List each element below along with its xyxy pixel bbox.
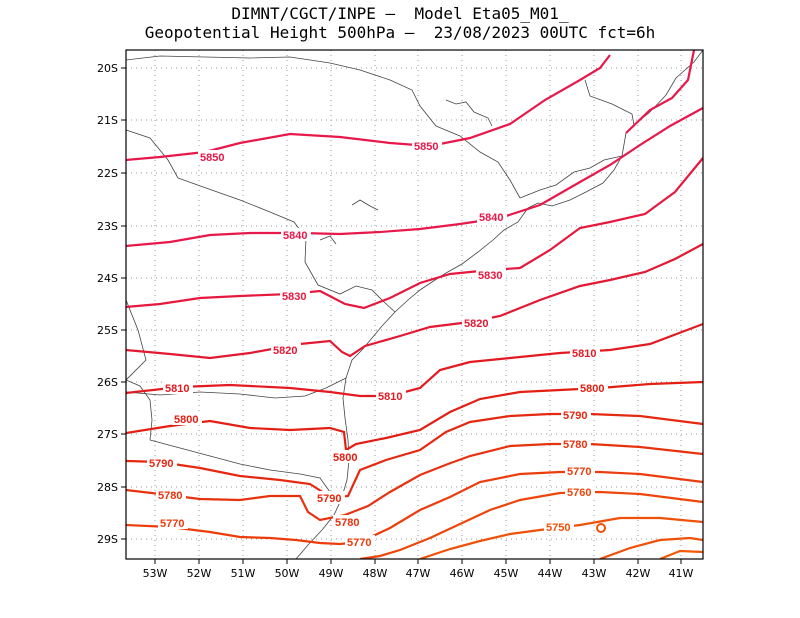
- lon-labels: 53W 52W 51W 50W 49W 48W 47W 46W 45W 44W …: [143, 567, 694, 580]
- lon-label-51w: 51W: [231, 567, 256, 580]
- coastline-and-borders: [126, 50, 703, 559]
- contour-low-center: [596, 523, 606, 533]
- state-border-mg-es: [584, 79, 635, 126]
- lat-label-24s: 24S: [97, 272, 118, 285]
- lat-label-27s: 27S: [97, 428, 118, 441]
- contour-label-5780-c: 5780: [563, 439, 587, 451]
- contour-label-5770: 5770: [160, 518, 184, 530]
- tick-marks: [121, 67, 682, 564]
- contour-label-5800-b: 5800: [333, 452, 357, 464]
- lon-label-42w: 42W: [626, 567, 651, 580]
- lon-label-50w: 50W: [275, 567, 300, 580]
- contour-label-5780: 5780: [158, 490, 182, 502]
- contour-label-5790: 5790: [149, 458, 173, 470]
- contour-label-5800: 5800: [174, 414, 198, 426]
- contour-label-5800-c: 5800: [580, 383, 604, 395]
- state-border-ms-sp: [126, 129, 179, 179]
- contour-line-5840: [126, 107, 703, 248]
- lat-labels: 20S 21S 22S 23S 24S 25S 26S 27S 28S 29S: [97, 62, 118, 546]
- state-border-pr-sc: [126, 377, 347, 399]
- lat-label-20s: 20S: [97, 62, 118, 75]
- contour-label-5770-b: 5770: [347, 537, 371, 549]
- reservoir-lake-2: [351, 199, 379, 211]
- contour-label-5790-c: 5790: [563, 410, 587, 422]
- contour-label-5830: 5830: [282, 291, 306, 303]
- lat-label-21s: 21S: [97, 114, 118, 127]
- state-border-sc-rs: [149, 439, 340, 503]
- contour-label-5760: 5760: [567, 487, 591, 499]
- contour-label-5810-b: 5810: [378, 391, 402, 403]
- contour-label-5850: 5850: [200, 152, 224, 164]
- lon-label-46w: 46W: [450, 567, 475, 580]
- lon-label-43w: 43W: [582, 567, 607, 580]
- lat-label-28s: 28S: [97, 481, 118, 494]
- state-border-mg-sp: [126, 55, 521, 199]
- contour-label-5810: 5810: [165, 383, 189, 395]
- lon-label-52w: 52W: [187, 567, 212, 580]
- lat-label-29s: 29S: [97, 533, 118, 546]
- contour-label-5750: 5750: [546, 522, 570, 534]
- contour-line-5750-south: [599, 536, 703, 559]
- contour-label-5850-b: 5850: [414, 141, 438, 153]
- contour-line-5770: [126, 470, 703, 546]
- border-paraguay: [126, 299, 147, 381]
- title-line-2: Geopotential Height 500hPa — 23/08/2023 …: [144, 23, 656, 42]
- contour-label-5820: 5820: [273, 345, 297, 357]
- contour-line-5810: [126, 322, 703, 398]
- lon-label-48w: 48W: [363, 567, 388, 580]
- contour-label-5790-b: 5790: [317, 493, 341, 505]
- lat-label-23s: 23S: [97, 220, 118, 233]
- lat-label-25s: 25S: [97, 324, 118, 337]
- contour-label-5820-b: 5820: [464, 318, 488, 330]
- contour-label-5770-c: 5770: [567, 466, 591, 478]
- lon-label-44w: 44W: [538, 567, 563, 580]
- lon-label-41w: 41W: [669, 567, 694, 580]
- lat-lon-grid: [126, 50, 703, 559]
- contour-lines: [126, 50, 703, 559]
- contour-line-5830: [126, 157, 703, 310]
- state-border-sp-pr: [177, 177, 396, 313]
- reservoir-lake-3: [319, 235, 337, 245]
- coastline: [295, 50, 703, 559]
- lon-label-49w: 49W: [319, 567, 344, 580]
- contour-label-5840: 5840: [283, 230, 307, 242]
- contour-line-5800: [126, 380, 703, 452]
- lon-label-53w: 53W: [143, 567, 168, 580]
- title-line-1: DIMNT/CGCT/INPE — Model Eta05_M01_: [231, 4, 569, 23]
- contour-labels: 5850 5850 5840 5840 5830 5830 5820 5820 …: [147, 139, 608, 549]
- state-border-mg-rj: [519, 155, 623, 199]
- contour-line-5850-east: [625, 50, 696, 134]
- contour-line-5790: [126, 412, 703, 500]
- contour-line-5750: [419, 516, 703, 559]
- contour-line-5740: [659, 549, 703, 559]
- contour-label-5830-b: 5830: [478, 270, 502, 282]
- lat-label-22s: 22S: [97, 167, 118, 180]
- map-frame: [125, 49, 704, 560]
- contour-line-5780: [126, 442, 703, 522]
- lon-label-45w: 45W: [494, 567, 519, 580]
- map-title: DIMNT/CGCT/INPE — Model Eta05_M01_ Geopot…: [0, 4, 800, 42]
- lat-label-26s: 26S: [97, 376, 118, 389]
- border-argentina: [126, 379, 153, 441]
- lon-label-47w: 47W: [406, 567, 431, 580]
- contour-line-5820: [126, 243, 703, 360]
- contour-line-5760: [359, 490, 703, 559]
- contour-label-5810-c: 5810: [572, 348, 596, 360]
- contour-label-5840-b: 5840: [479, 212, 503, 224]
- reservoir-lake: [445, 99, 493, 127]
- contour-label-5780-b: 5780: [335, 517, 359, 529]
